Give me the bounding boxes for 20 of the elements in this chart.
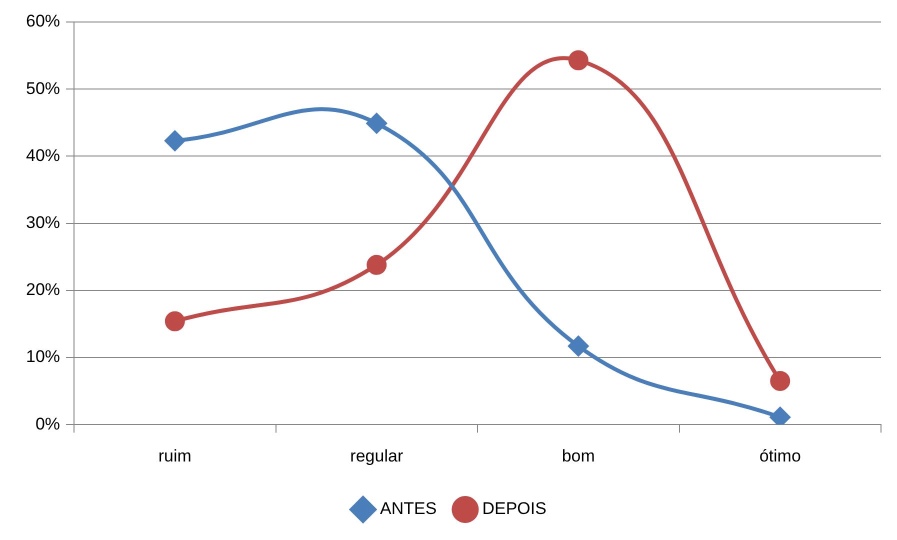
y-tick-label: 60% [26,12,60,31]
point [568,336,588,356]
y-tick-label: 40% [26,146,60,165]
y-tick-label: 10% [26,347,60,366]
point [164,311,185,332]
legend-label: ANTES [380,499,437,518]
point [164,130,185,151]
x-tick-label: regular [350,446,404,466]
x-tick-label: ótimo [759,446,801,466]
x-tick-label: bom [562,446,595,466]
y-tick-label: 50% [26,78,60,98]
y-tick-label: 30% [26,212,60,232]
x-tick-label: ruim [158,446,192,466]
point [568,50,588,70]
point [770,370,790,391]
y-tick-label: 0% [35,414,60,434]
legend-label: DEPOIS [482,499,546,518]
point [366,254,387,275]
y-tick-label: 20% [26,280,60,300]
point [366,113,387,134]
